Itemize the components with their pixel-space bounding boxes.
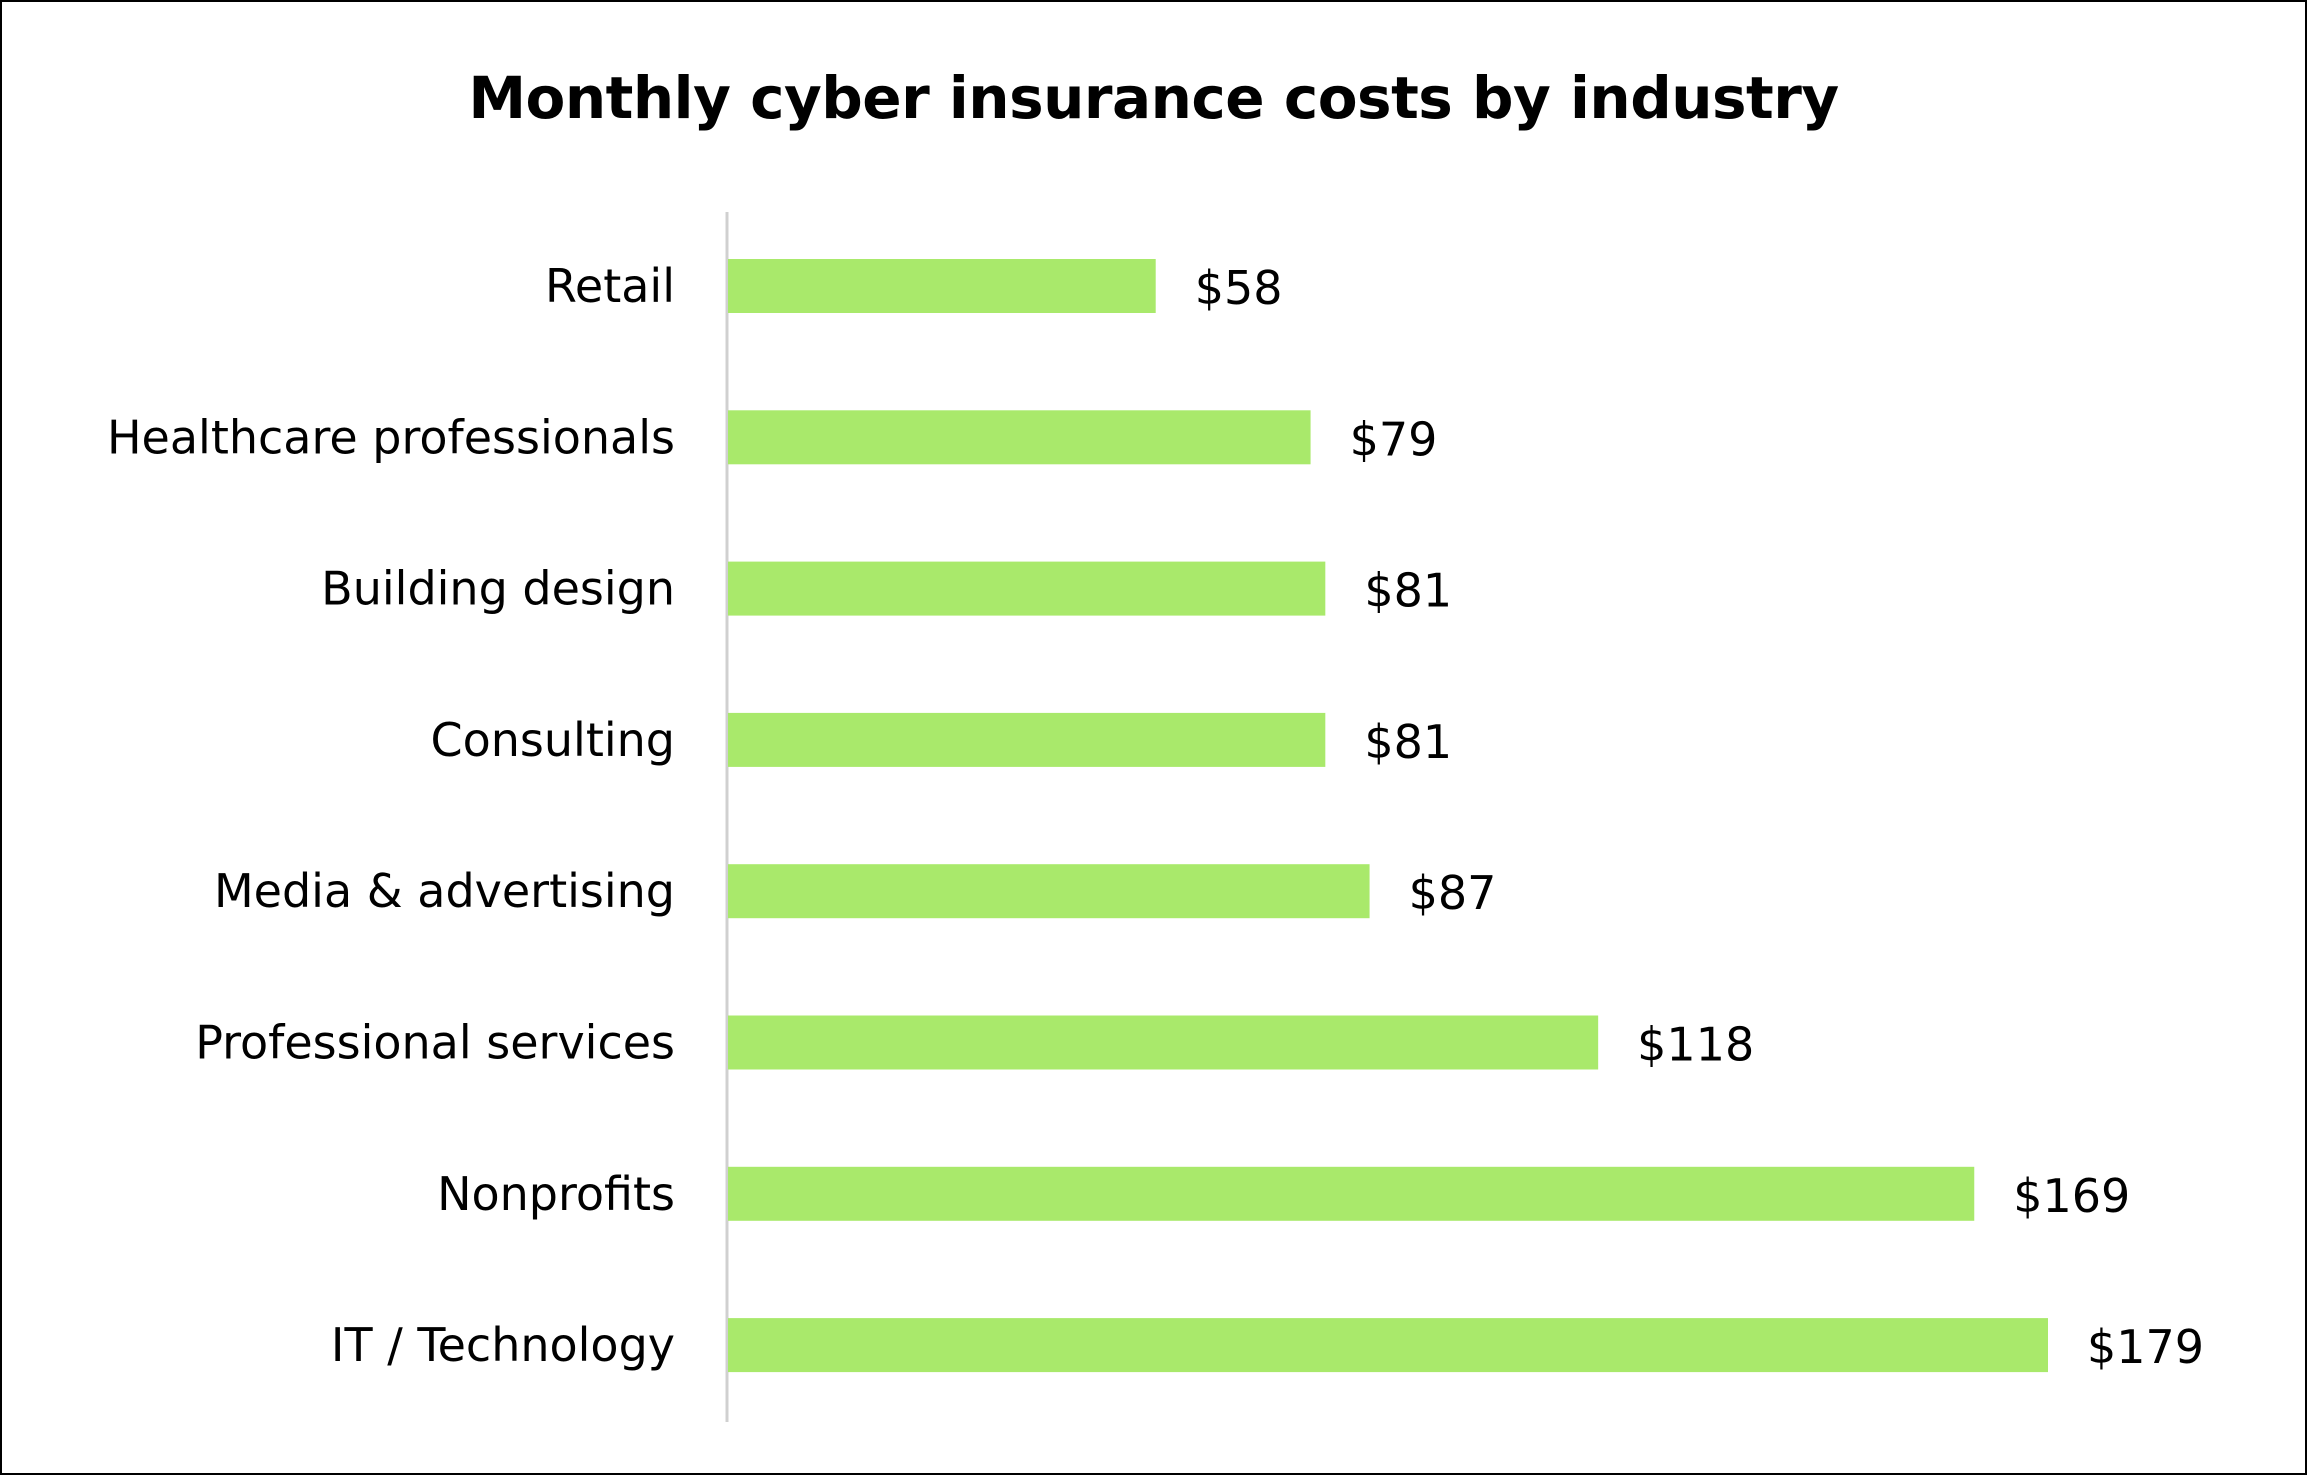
bar-6 (728, 1166, 1975, 1221)
bar-1 (728, 410, 1311, 465)
value-label-4: $87 (1409, 866, 1497, 920)
category-label-1: Healthcare professionals (107, 410, 675, 464)
category-label-6: Nonprofits (437, 1167, 675, 1221)
chart-title: Monthly cyber insurance costs by industr… (468, 64, 1839, 132)
bar-3 (728, 712, 1326, 767)
value-label-2: $81 (1364, 564, 1452, 618)
value-label-0: $58 (1195, 261, 1283, 315)
bar-7 (728, 1318, 2048, 1373)
bar-5 (728, 1015, 1599, 1070)
category-label-5: Professional services (195, 1016, 675, 1070)
value-label-3: $81 (1364, 715, 1452, 769)
value-label-5: $118 (1637, 1018, 1754, 1072)
category-label-3: Consulting (431, 713, 676, 767)
value-label-1: $79 (1350, 412, 1438, 466)
value-label-7: $179 (2087, 1320, 2204, 1374)
value-label-6: $169 (2013, 1169, 2130, 1223)
bar-4 (728, 864, 1370, 919)
category-label-0: Retail (545, 259, 675, 313)
bar-2 (728, 561, 1326, 616)
category-label-7: IT / Technology (331, 1318, 675, 1372)
bar-0 (728, 259, 1156, 313)
category-label-4: Media & advertising (214, 864, 675, 918)
category-label-2: Building design (321, 562, 675, 616)
